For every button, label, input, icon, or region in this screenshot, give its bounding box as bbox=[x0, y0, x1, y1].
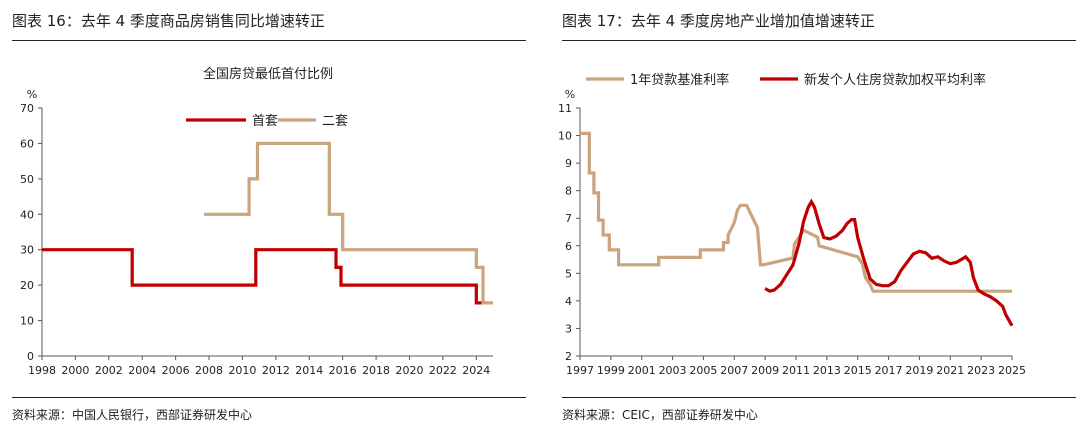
legend-label: 二套 bbox=[322, 113, 348, 129]
y-unit-label: % bbox=[565, 88, 575, 101]
x-tick-label: 2020 bbox=[395, 364, 423, 377]
x-tick-label: 2021 bbox=[936, 364, 964, 377]
y-tick-label: 60 bbox=[20, 137, 34, 150]
y-tick-label: 4 bbox=[565, 295, 572, 308]
x-tick-label: 2022 bbox=[429, 364, 457, 377]
figure-title: 图表 17：去年 4 季度房地产业增加值增速转正 bbox=[562, 12, 875, 30]
chart-down-payment-ratio: 0 10 20 30 40 50 60 70% 1998 2000 2002 2004 2006 2008… bbox=[20, 66, 493, 377]
x-tick-label: 2013 bbox=[813, 364, 841, 377]
x-tick-label: 2007 bbox=[720, 364, 748, 377]
y-tick-label: 6 bbox=[565, 240, 572, 253]
y-tick-label: 30 bbox=[20, 244, 34, 257]
x-tick-label: 2014 bbox=[295, 364, 323, 377]
source-rule bbox=[562, 397, 1076, 398]
y-tick-label: 3 bbox=[565, 322, 572, 335]
x-tick-label: 2010 bbox=[228, 364, 256, 377]
x-tick-label: 2006 bbox=[162, 364, 190, 377]
figure-title: 图表 16：去年 4 季度商品房销售同比增速转正 bbox=[12, 12, 325, 30]
source-note: 资料来源：中国人民银行，西部证券研发中心 bbox=[12, 408, 253, 422]
x-tick-label: 2011 bbox=[782, 364, 810, 377]
legend-label: 新发个人住房贷款加权平均利率 bbox=[804, 72, 986, 88]
x-tick-label: 2004 bbox=[128, 364, 156, 377]
y-tick-label: 2 bbox=[565, 350, 572, 363]
legend-label: 1年贷款基准利率 bbox=[630, 72, 729, 88]
x-tick-label: 1999 bbox=[597, 364, 625, 377]
x-tick-label: 2025 bbox=[998, 364, 1026, 377]
x-tick-label: 2019 bbox=[905, 364, 933, 377]
y-tick-label: 0 bbox=[27, 350, 34, 363]
x-tick-label: 2001 bbox=[628, 364, 656, 377]
panel-figure-17: 图表 17：去年 4 季度房地产业增加值增速转正 2 3 4 5 6 7 8 9 10 11% 19… bbox=[550, 0, 1080, 435]
x-tick-label: 2003 bbox=[659, 364, 687, 377]
x-tick-label: 2000 bbox=[61, 364, 89, 377]
series-line-1 bbox=[42, 248, 487, 305]
x-tick-label: 2015 bbox=[844, 364, 872, 377]
x-tick-label: 2012 bbox=[262, 364, 290, 377]
title-rule bbox=[12, 40, 526, 41]
panel-figure-16: 图表 16：去年 4 季度商品房销售同比增速转正 0 10 20 30 40 50 60 70… bbox=[0, 0, 530, 435]
y-tick-label: 7 bbox=[565, 212, 572, 225]
x-tick-label: 2017 bbox=[875, 364, 903, 377]
x-tick-label: 2005 bbox=[689, 364, 717, 377]
x-tick-label: 1997 bbox=[566, 364, 594, 377]
y-tick-label: 9 bbox=[565, 157, 572, 170]
x-tick-label: 2024 bbox=[462, 364, 490, 377]
y-tick-label: 10 bbox=[20, 315, 34, 328]
y-tick-label: 10 bbox=[558, 130, 572, 143]
series-line-2 bbox=[764, 198, 1014, 327]
y-tick-label: 5 bbox=[565, 267, 572, 280]
title-rule bbox=[562, 40, 1076, 41]
x-tick-label: 1998 bbox=[28, 364, 56, 377]
x-tick-label: 2016 bbox=[329, 364, 357, 377]
y-tick-label: 8 bbox=[565, 185, 572, 198]
x-tick-label: 2002 bbox=[95, 364, 123, 377]
y-unit-label: % bbox=[27, 88, 37, 101]
legend-label: 首套 bbox=[252, 113, 278, 129]
series-line-2 bbox=[204, 141, 493, 305]
source-note: 资料来源：CEIC，西部证券研发中心 bbox=[562, 408, 758, 422]
y-tick-label: 50 bbox=[20, 173, 34, 186]
x-tick-label: 2009 bbox=[751, 364, 779, 377]
series-line-1 bbox=[580, 131, 1012, 293]
y-tick-label: 40 bbox=[20, 208, 34, 221]
y-tick-label: 11 bbox=[558, 102, 572, 115]
chart-loan-rates: 2 3 4 5 6 7 8 9 10 11% 1997 1999 2001 2003 2005 2007 200… bbox=[558, 72, 1026, 377]
y-tick-label: 70 bbox=[20, 102, 34, 115]
source-rule bbox=[12, 397, 526, 398]
y-tick-label: 20 bbox=[20, 279, 34, 292]
x-tick-label: 2023 bbox=[967, 364, 995, 377]
x-tick-label: 2008 bbox=[195, 364, 223, 377]
x-tick-label: 2018 bbox=[362, 364, 390, 377]
chart-title: 全国房贷最低首付比例 bbox=[203, 66, 333, 82]
